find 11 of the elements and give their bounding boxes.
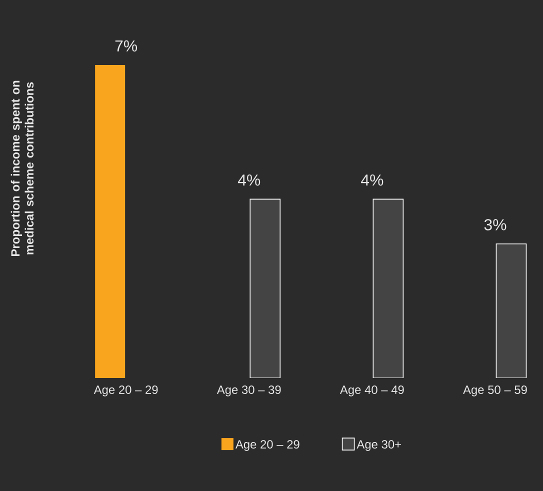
x-tick-label: Age 40 – 49 <box>340 386 404 396</box>
legend-label: Age 30+ <box>356 440 401 451</box>
x-tick-label: Age 20 – 29 <box>94 386 158 396</box>
x-tick-label: Age 30 – 39 <box>216 386 281 396</box>
y-axis-title: Proportion of income spent on medical scheme contributions <box>10 80 34 256</box>
data-label: 4% <box>361 174 384 186</box>
data-label: 3% <box>484 219 506 230</box>
data-label: 4% <box>238 174 260 186</box>
x-tick-label: Age 50 – 59 <box>463 386 527 396</box>
data-label: 7% <box>115 40 138 52</box>
legend-label: Age 20 – 29 <box>235 440 300 451</box>
